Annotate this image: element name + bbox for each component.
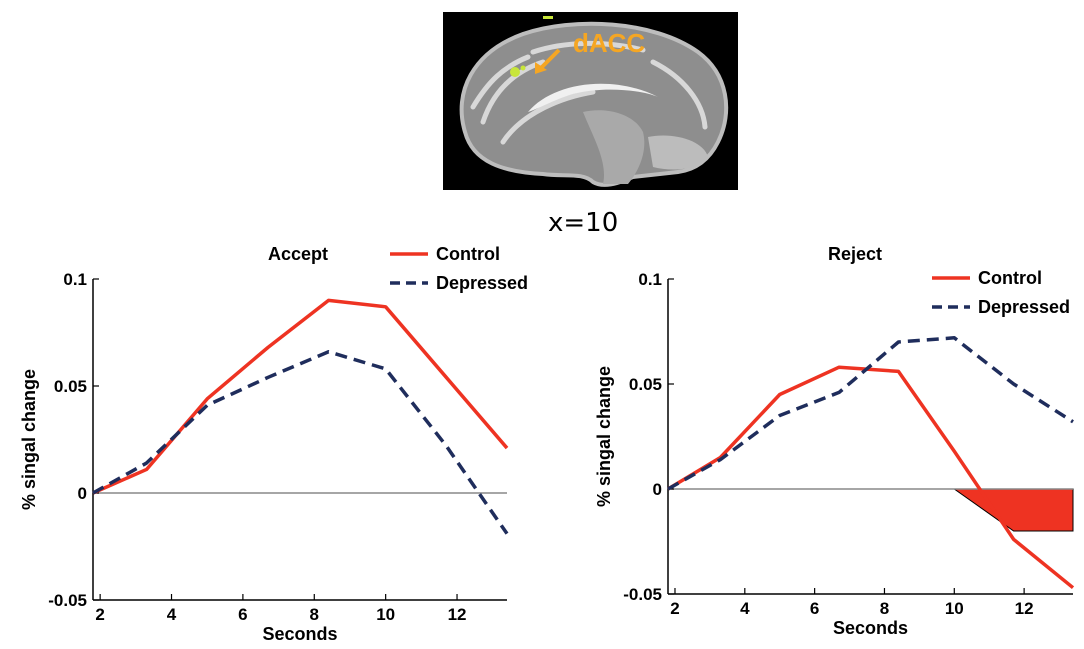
legend-label-control: Control bbox=[978, 268, 1042, 288]
cerebellum bbox=[648, 135, 708, 170]
y-axis-label: % singal change bbox=[19, 369, 39, 510]
reject-chart: -0.05 0 0.05 0.1 2 4 6 8 10 12 Seconds % singal cha… bbox=[594, 244, 1075, 638]
y-tick-label: 0 bbox=[653, 480, 662, 499]
brain-sagittal-image: dACC bbox=[443, 12, 738, 190]
y-tick-label: -0.05 bbox=[48, 591, 87, 610]
y-axis-label: % singal change bbox=[594, 366, 614, 507]
x-tick-label: 6 bbox=[238, 605, 247, 624]
brain-gyri bbox=[470, 40, 708, 145]
series-line-depressed bbox=[92, 350, 509, 535]
x-axis-label: Seconds bbox=[833, 618, 908, 638]
y-tick-label: 0.1 bbox=[63, 270, 87, 289]
brain-image-svg: dACC bbox=[443, 12, 738, 190]
y-tick-label: 0.1 bbox=[638, 270, 662, 289]
x-axis-label: Seconds bbox=[262, 624, 337, 644]
corpus-callosum bbox=[528, 83, 658, 112]
region-highlight-2 bbox=[520, 65, 526, 71]
y-tick-label: -0.05 bbox=[623, 585, 662, 604]
x-tick-label: 12 bbox=[1015, 599, 1034, 618]
x-tick-label: 4 bbox=[740, 599, 750, 618]
y-tick-label: 0.05 bbox=[54, 377, 87, 396]
dacc-arrow-shaft bbox=[537, 48, 561, 72]
x-tick-label: 10 bbox=[945, 599, 964, 618]
x-tick-label: 10 bbox=[376, 605, 395, 624]
region-label: dACC bbox=[573, 28, 645, 58]
x-tick-label: 8 bbox=[880, 599, 889, 618]
x-tick-label: 6 bbox=[810, 599, 819, 618]
accept-chart: -0.05 0 0.05 0.1 2 4 6 8 10 12 Seconds % singal cha… bbox=[19, 244, 528, 644]
chart-title: Reject bbox=[828, 244, 882, 264]
series-line-control bbox=[667, 365, 1075, 590]
legend-label-depressed: Depressed bbox=[436, 273, 528, 293]
y-tick-label: 0.05 bbox=[629, 375, 662, 394]
series-line-control bbox=[92, 298, 509, 495]
brainstem bbox=[583, 110, 645, 184]
x-tick-label: 8 bbox=[310, 605, 319, 624]
x-tick-label: 4 bbox=[167, 605, 177, 624]
y-tick-label: 0 bbox=[78, 484, 87, 503]
chart-title: Accept bbox=[268, 244, 328, 264]
x-tick-label: 2 bbox=[670, 599, 679, 618]
region-highlight-top bbox=[543, 16, 553, 19]
x-tick-label: 12 bbox=[448, 605, 467, 624]
legend-label-control: Control bbox=[436, 244, 500, 264]
dacc-arrow-head bbox=[535, 62, 547, 74]
shaded-area bbox=[952, 488, 1074, 532]
legend-label-depressed: Depressed bbox=[978, 297, 1070, 317]
series-line-depressed bbox=[667, 336, 1074, 491]
slice-label: x=10 bbox=[548, 208, 619, 238]
x-tick-label: 2 bbox=[95, 605, 104, 624]
region-highlight bbox=[510, 67, 520, 77]
